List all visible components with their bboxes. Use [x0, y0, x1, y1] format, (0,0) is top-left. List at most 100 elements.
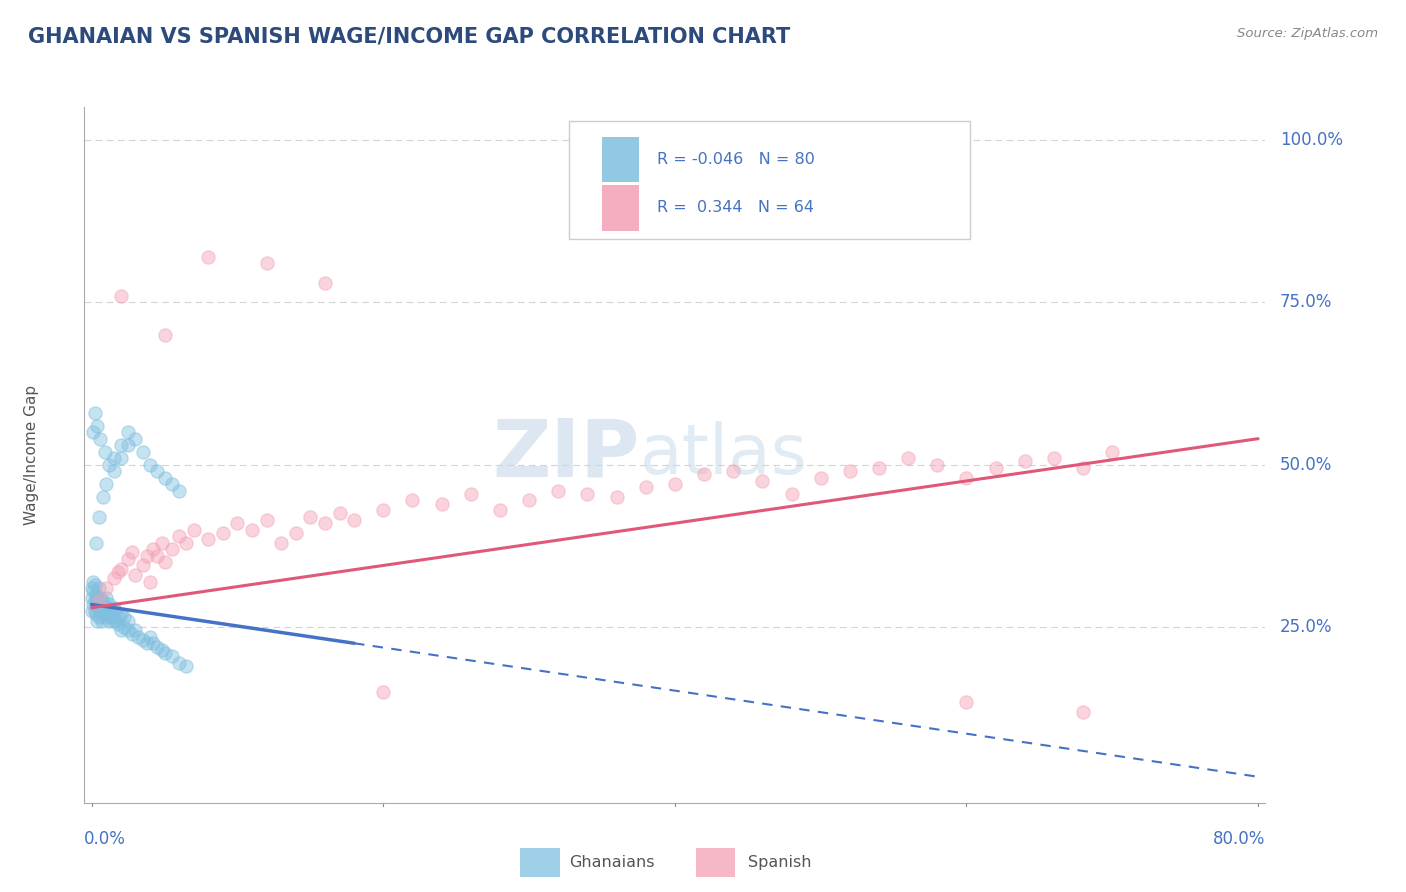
Point: [105, 614, 128, 628]
Point: [131, 558, 153, 573]
Point: [96, 477, 118, 491]
Point: [167, 656, 190, 670]
Point: [1014, 454, 1036, 468]
Point: [110, 607, 132, 622]
Point: [153, 646, 176, 660]
Point: [110, 624, 132, 638]
Point: [576, 487, 599, 501]
Point: [256, 513, 278, 527]
Point: [1043, 451, 1066, 466]
Point: [103, 614, 125, 628]
Point: [89, 591, 111, 605]
Point: [955, 471, 977, 485]
Point: [167, 483, 190, 498]
Text: Wage/Income Gap: Wage/Income Gap: [24, 384, 39, 525]
Point: [160, 477, 183, 491]
Text: 75.0%: 75.0%: [1279, 293, 1333, 311]
Point: [87, 581, 110, 595]
Point: [84, 607, 107, 622]
Point: [110, 451, 132, 466]
Point: [1071, 461, 1094, 475]
Point: [1071, 705, 1094, 719]
Point: [256, 256, 278, 270]
Point: [107, 565, 129, 579]
Point: [94, 600, 117, 615]
Point: [124, 432, 146, 446]
Point: [139, 458, 162, 472]
Text: ZIP: ZIP: [492, 416, 640, 494]
Point: [96, 581, 118, 595]
Point: [112, 620, 135, 634]
Point: [314, 276, 336, 290]
Point: [94, 444, 117, 458]
Text: Ghanaians: Ghanaians: [569, 855, 655, 870]
Point: [430, 497, 453, 511]
Point: [142, 542, 165, 557]
Text: GHANAIAN VS SPANISH WAGE/INCOME GAP CORRELATION CHART: GHANAIAN VS SPANISH WAGE/INCOME GAP CORR…: [28, 27, 790, 46]
Point: [86, 591, 108, 605]
Point: [82, 584, 104, 599]
Point: [142, 636, 165, 650]
Point: [897, 451, 920, 466]
Point: [150, 535, 173, 549]
Point: [104, 604, 127, 618]
Point: [110, 562, 132, 576]
Point: [103, 451, 125, 466]
Point: [131, 633, 153, 648]
Point: [82, 574, 104, 589]
Point: [489, 503, 512, 517]
Point: [693, 467, 716, 482]
Point: [153, 555, 176, 569]
Point: [98, 598, 121, 612]
Point: [121, 545, 143, 559]
Point: [197, 250, 219, 264]
Point: [87, 600, 110, 615]
Point: [136, 549, 159, 563]
Point: [117, 438, 139, 452]
Point: [150, 643, 173, 657]
Point: [160, 542, 183, 557]
Point: [1101, 444, 1123, 458]
Point: [117, 552, 139, 566]
Point: [103, 464, 125, 478]
Text: 80.0%: 80.0%: [1213, 830, 1265, 847]
Point: [517, 493, 540, 508]
Point: [955, 695, 977, 709]
Bar: [602, 136, 640, 182]
Point: [97, 600, 120, 615]
Text: atlas: atlas: [640, 421, 807, 489]
Point: [103, 600, 125, 615]
Point: [117, 624, 139, 638]
Point: [117, 425, 139, 439]
Point: [868, 461, 890, 475]
Point: [284, 525, 307, 540]
Point: [984, 461, 1007, 475]
Point: [183, 523, 205, 537]
Point: [127, 630, 149, 644]
Point: [107, 617, 129, 632]
Point: [83, 406, 105, 420]
Point: [98, 614, 121, 628]
Point: [146, 549, 169, 563]
Point: [96, 607, 118, 622]
Text: Spanish: Spanish: [748, 855, 811, 870]
Point: [83, 604, 105, 618]
Point: [270, 535, 292, 549]
Point: [131, 444, 153, 458]
Point: [94, 610, 117, 624]
Point: [343, 513, 366, 527]
Point: [176, 535, 198, 549]
Point: [80, 581, 103, 595]
Point: [212, 525, 235, 540]
Point: [373, 503, 395, 517]
Point: [460, 487, 482, 501]
Text: R =  0.344   N = 64: R = 0.344 N = 64: [657, 201, 814, 216]
Point: [121, 626, 143, 640]
Point: [90, 598, 112, 612]
Bar: [602, 186, 640, 230]
Point: [810, 471, 832, 485]
Point: [96, 591, 118, 605]
Point: [101, 610, 124, 624]
Point: [153, 327, 176, 342]
Point: [91, 490, 114, 504]
